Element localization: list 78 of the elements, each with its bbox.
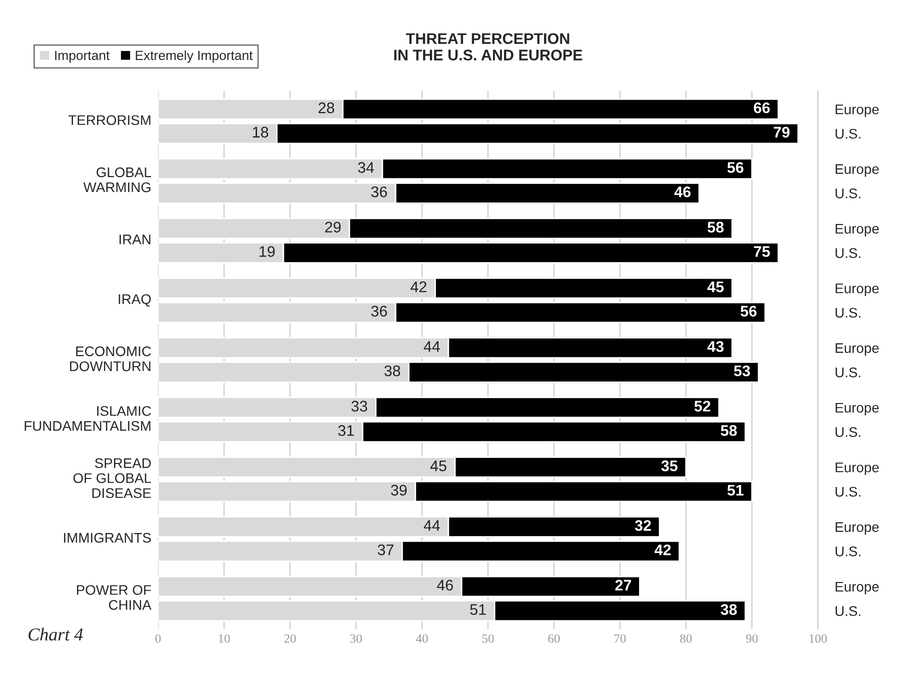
- x-tick-label: 80: [680, 634, 692, 643]
- x-tick-label: 40: [416, 634, 428, 643]
- y-tick-label: Europe: [836, 582, 879, 594]
- data-label: 56: [740, 306, 757, 317]
- data-label: 35: [661, 460, 678, 472]
- data-label: 45: [430, 460, 446, 472]
- y-tick-label: Europe: [836, 104, 879, 118]
- y-tick-label: U.S.: [836, 367, 860, 378]
- data-label: 38: [720, 604, 737, 615]
- y-tick-label: U.S.: [836, 248, 860, 258]
- data-label: 36: [371, 306, 387, 317]
- text: IRAQ: [118, 294, 151, 307]
- x-tick-label: 30: [350, 634, 362, 643]
- data-label: 56: [727, 162, 744, 173]
- text: TERRORISM: [68, 115, 150, 126]
- data-label: 46: [436, 580, 453, 591]
- x-tick-label: 20: [284, 634, 296, 643]
- text: POWER OF CHINA: [76, 585, 152, 610]
- caption: Chart 4: [28, 628, 83, 641]
- data-label: 42: [654, 544, 671, 556]
- text: IRAN: [120, 234, 150, 244]
- y-tick-label: Europe: [836, 462, 879, 476]
- y-tick-label: Europe: [836, 343, 879, 356]
- text: ECONOMIC DOWNTURN: [70, 346, 151, 372]
- data-label: 34: [358, 162, 374, 173]
- text: SPREAD OF GLOBAL DISEASE: [73, 458, 152, 498]
- data-label: 51: [727, 484, 744, 496]
- y-tick-label: Europe: [836, 224, 879, 236]
- data-label: 52: [694, 400, 710, 412]
- data-label: 32: [634, 520, 651, 531]
- data-label: 53: [734, 365, 750, 376]
- y-tick-label: Europe: [836, 402, 879, 416]
- data-label: 29: [325, 222, 341, 233]
- data-label: 79: [774, 126, 790, 138]
- y-tick-label: U.S.: [836, 427, 860, 437]
- y-tick-label: U.S.: [836, 128, 860, 139]
- data-label: 18: [253, 126, 268, 138]
- data-label: 36: [371, 186, 387, 198]
- legend-label: Important: [55, 50, 110, 63]
- data-label: 75: [754, 246, 770, 257]
- data-label: 27: [615, 580, 632, 590]
- y-tick-label: U.S.: [836, 308, 860, 318]
- y-tick-label: U.S.: [836, 546, 860, 556]
- data-label: 39: [390, 484, 407, 496]
- data-label: 42: [410, 281, 426, 292]
- x-tick-label: 60: [548, 634, 560, 643]
- x-tick-label: 90: [746, 634, 758, 643]
- x-tick-label: 10: [218, 634, 230, 643]
- data-label: 51: [470, 604, 486, 615]
- y-tick-label: U.S.: [836, 486, 860, 497]
- text: IMMIGRANTS: [64, 532, 151, 543]
- y-tick-label: Europe: [836, 164, 879, 177]
- data-label: 44: [424, 520, 440, 531]
- data-label: 45: [707, 282, 724, 292]
- y-tick-label: U.S.: [836, 188, 860, 198]
- data-label: 43: [707, 341, 724, 352]
- data-label: 37: [378, 544, 394, 556]
- x-tick-label: 100: [810, 634, 827, 643]
- x-tick-label: 0: [155, 634, 161, 643]
- x-tick-label: 70: [614, 634, 626, 643]
- y-tick-label: Europe: [836, 284, 879, 296]
- data-label: 44: [424, 341, 440, 352]
- x-tick-label: 50: [482, 634, 494, 643]
- data-label: 38: [384, 365, 400, 376]
- data-label: 58: [708, 222, 724, 233]
- y-tick-label: U.S.: [836, 606, 860, 616]
- data-label: 66: [754, 102, 770, 114]
- data-label: 46: [674, 186, 691, 198]
- chart-title: THREAT PERCEPTION IN THE U.S. AND EUROPE: [394, 33, 582, 60]
- text: ISLAMIC FUNDAMENTALISM: [24, 406, 151, 431]
- legend-label: Extremely Important: [136, 50, 253, 63]
- text: GLOBAL WARMING: [83, 167, 152, 192]
- y-tick-label: Europe: [836, 522, 879, 535]
- data-label: 28: [318, 102, 334, 114]
- data-label: 19: [260, 246, 275, 257]
- data-label: 58: [720, 425, 737, 436]
- data-label: 33: [351, 400, 368, 412]
- data-label: 31: [338, 425, 354, 436]
